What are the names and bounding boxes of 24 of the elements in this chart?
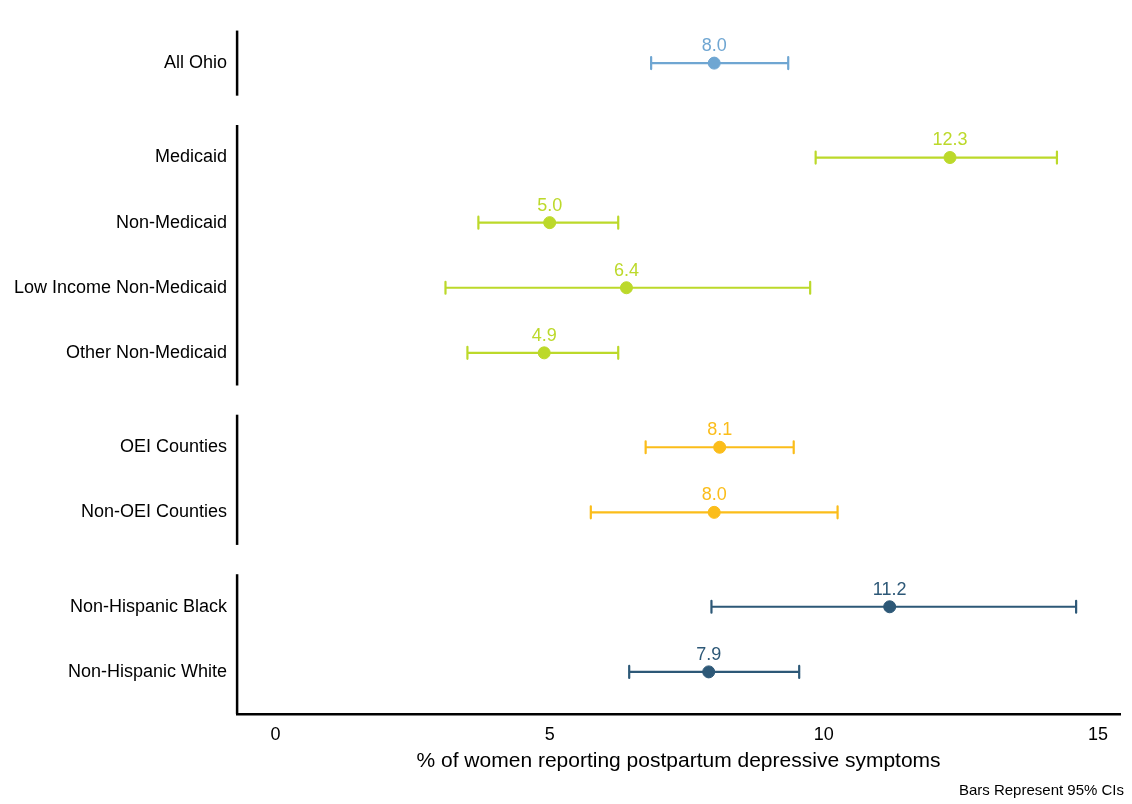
y-tick-label: Non-OEI Counties (81, 501, 228, 522)
data-label: 5.0 (537, 194, 563, 215)
data-label: 7.9 (696, 643, 722, 664)
x-tick-label: 0 (270, 723, 281, 744)
y-tick-label: Non-Hispanic Black (70, 595, 229, 616)
x-tick-label: 5 (544, 723, 555, 744)
x-tick-label: 15 (1088, 723, 1109, 744)
y-tick-label: OEI Counties (120, 436, 228, 457)
data-label: 8.0 (701, 484, 727, 505)
y-tick-label: Non-Hispanic White (68, 660, 228, 681)
x-axis-title: % of women reporting postpartum depressive symptoms (416, 748, 941, 772)
y-tick-label: Other Non-Medicaid (66, 341, 228, 362)
data-label: 12.3 (932, 129, 968, 150)
data-label: 8.0 (701, 35, 727, 56)
x-tick-label: 10 (813, 723, 834, 744)
y-tick-label: Low Income Non-Medicaid (13, 276, 228, 297)
data-label: 8.1 (707, 419, 733, 440)
y-tick-label: Non-Medicaid (116, 211, 228, 232)
y-tick-label: Medicaid (155, 146, 228, 167)
y-tick-label: All Ohio (164, 52, 228, 73)
text: Bars Represent 95% CIs (958, 780, 1124, 798)
data-label: 4.9 (531, 324, 557, 345)
data-label: 11.2 (872, 578, 907, 599)
data-label: 6.4 (613, 259, 639, 280)
